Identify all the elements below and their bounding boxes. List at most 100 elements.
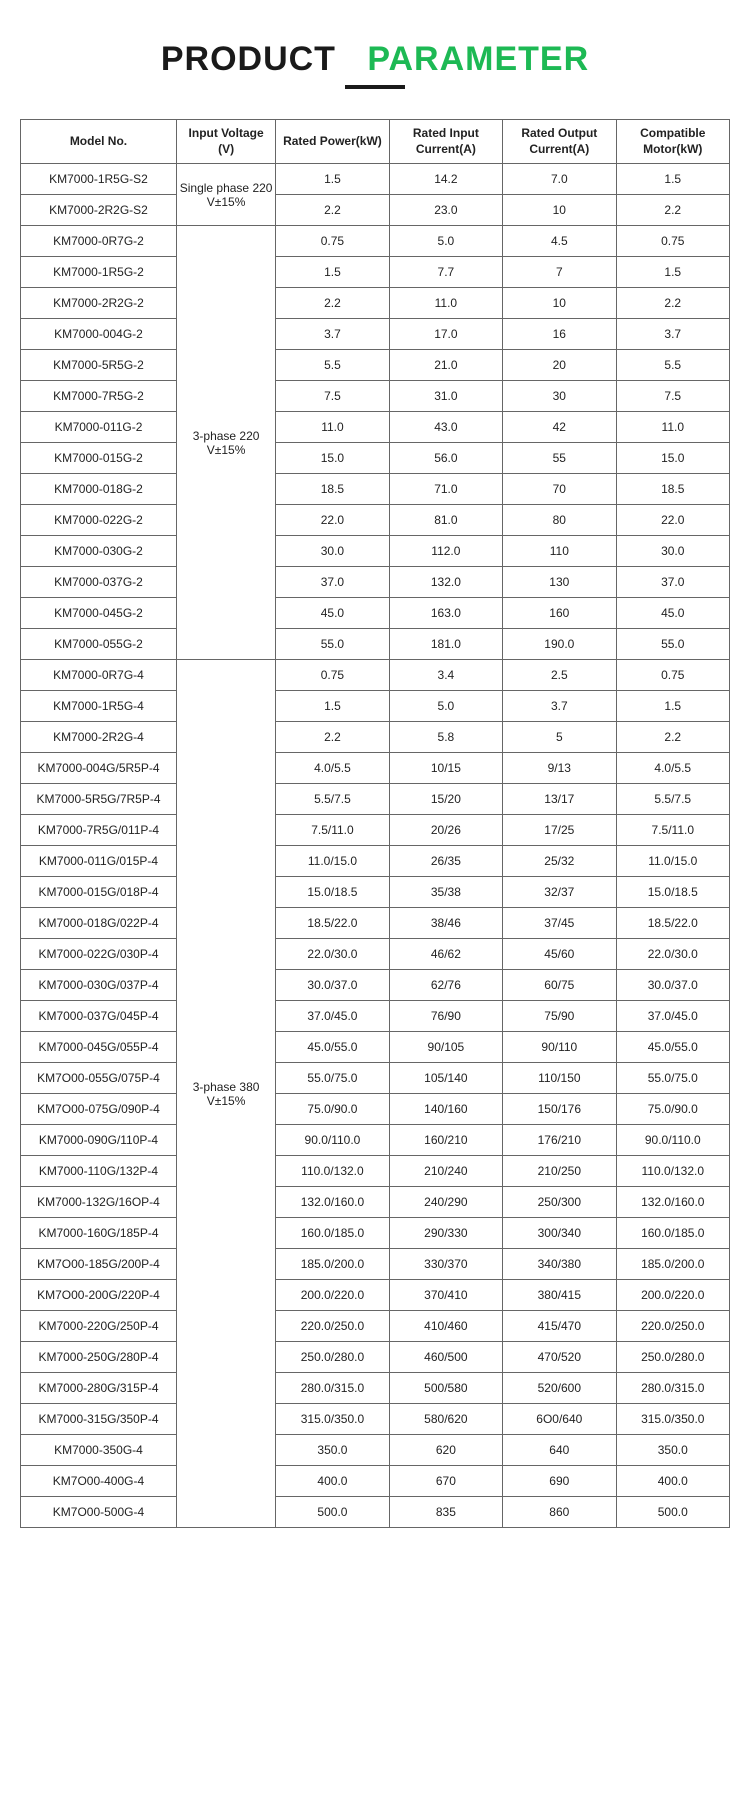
cell-rated-input-current: 35/38 [389,877,502,908]
cell-rated-power: 0.75 [276,226,389,257]
cell-model: KM7000-160G/185P-4 [21,1218,177,1249]
cell-compatible-motor: 315.0/350.0 [616,1404,729,1435]
cell-compatible-motor: 30.0 [616,536,729,567]
cell-model: KM7000-110G/132P-4 [21,1156,177,1187]
table-row: KM7000-037G-237.0132.013037.0 [21,567,730,598]
cell-compatible-motor: 18.5 [616,474,729,505]
cell-rated-power: 132.0/160.0 [276,1187,389,1218]
cell-rated-input-current: 140/160 [389,1094,502,1125]
cell-compatible-motor: 55.0 [616,629,729,660]
cell-rated-input-current: 240/290 [389,1187,502,1218]
cell-compatible-motor: 185.0/200.0 [616,1249,729,1280]
cell-rated-output-current: 520/600 [503,1373,616,1404]
cell-rated-power: 30.0/37.0 [276,970,389,1001]
cell-compatible-motor: 160.0/185.0 [616,1218,729,1249]
cell-model: KM7000-055G-2 [21,629,177,660]
th-rated-output-current: Rated Output Current(A) [503,120,616,164]
cell-rated-output-current: 470/520 [503,1342,616,1373]
cell-model: KM7000-0R7G-2 [21,226,177,257]
table-row: KM7O00-400G-4400.0670690400.0 [21,1466,730,1497]
cell-model: KM7000-004G/5R5P-4 [21,753,177,784]
cell-rated-power: 7.5/11.0 [276,815,389,846]
table-row: KM7000-7R5G-27.531.0307.5 [21,381,730,412]
cell-rated-input-current: 5.0 [389,226,502,257]
cell-rated-input-current: 43.0 [389,412,502,443]
table-row: KM7000-055G-255.0181.0190.055.0 [21,629,730,660]
cell-compatible-motor: 55.0/75.0 [616,1063,729,1094]
cell-compatible-motor: 1.5 [616,691,729,722]
table-row: KM7000-018G/022P-418.5/22.038/4637/4518.… [21,908,730,939]
cell-rated-input-current: 26/35 [389,846,502,877]
cell-model: KM7000-015G/018P-4 [21,877,177,908]
cell-compatible-motor: 37.0 [616,567,729,598]
cell-rated-power: 200.0/220.0 [276,1280,389,1311]
table-row: KM7000-037G/045P-437.0/45.076/9075/9037.… [21,1001,730,1032]
cell-model: KM7000-030G-2 [21,536,177,567]
cell-rated-power: 11.0 [276,412,389,443]
cell-rated-input-current: 31.0 [389,381,502,412]
cell-rated-output-current: 32/37 [503,877,616,908]
cell-rated-power: 1.5 [276,257,389,288]
cell-model: KM7000-022G-2 [21,505,177,536]
cell-rated-input-current: 330/370 [389,1249,502,1280]
cell-compatible-motor: 132.0/160.0 [616,1187,729,1218]
cell-compatible-motor: 4.0/5.5 [616,753,729,784]
cell-rated-output-current: 690 [503,1466,616,1497]
cell-model: KM7000-315G/350P-4 [21,1404,177,1435]
cell-rated-output-current: 60/75 [503,970,616,1001]
cell-rated-input-current: 580/620 [389,1404,502,1435]
cell-compatible-motor: 22.0/30.0 [616,939,729,970]
cell-rated-power: 2.2 [276,288,389,319]
cell-rated-output-current: 860 [503,1497,616,1528]
table-row: KM7O00-200G/220P-4200.0/220.0370/410380/… [21,1280,730,1311]
table-row: KM7000-030G-230.0112.011030.0 [21,536,730,567]
cell-rated-input-current: 181.0 [389,629,502,660]
cell-rated-input-current: 23.0 [389,195,502,226]
table-row: KM7000-004G/5R5P-44.0/5.510/159/134.0/5.… [21,753,730,784]
cell-rated-output-current: 10 [503,195,616,226]
cell-compatible-motor: 22.0 [616,505,729,536]
cell-rated-power: 45.0/55.0 [276,1032,389,1063]
table-row: KM7O00-075G/090P-475.0/90.0140/160150/17… [21,1094,730,1125]
cell-rated-input-current: 62/76 [389,970,502,1001]
cell-compatible-motor: 1.5 [616,164,729,195]
cell-compatible-motor: 400.0 [616,1466,729,1497]
table-row: KM7000-022G/030P-422.0/30.046/6245/6022.… [21,939,730,970]
cell-rated-output-current: 37/45 [503,908,616,939]
cell-model: KM7000-5R5G-2 [21,350,177,381]
cell-rated-output-current: 16 [503,319,616,350]
cell-rated-output-current: 340/380 [503,1249,616,1280]
product-parameter-table: Model No. Input Voltage (V) Rated Power(… [20,119,730,1528]
table-row: KM7000-0R7G-23-phase 220 V±15%0.755.04.5… [21,226,730,257]
cell-model: KM7000-5R5G/7R5P-4 [21,784,177,815]
cell-rated-output-current: 80 [503,505,616,536]
cell-rated-output-current: 42 [503,412,616,443]
cell-rated-input-current: 410/460 [389,1311,502,1342]
cell-rated-input-current: 5.8 [389,722,502,753]
cell-compatible-motor: 90.0/110.0 [616,1125,729,1156]
table-row: KM7000-004G-23.717.0163.7 [21,319,730,350]
page-container: PRODUCT PARAMETER Model No. Input Voltag… [0,0,750,1558]
cell-compatible-motor: 200.0/220.0 [616,1280,729,1311]
cell-rated-output-current: 7 [503,257,616,288]
cell-rated-input-current: 3.4 [389,660,502,691]
cell-model: KM7O00-185G/200P-4 [21,1249,177,1280]
cell-compatible-motor: 1.5 [616,257,729,288]
cell-rated-input-current: 14.2 [389,164,502,195]
table-row: KM7000-015G/018P-415.0/18.535/3832/3715.… [21,877,730,908]
title-underline [345,85,405,89]
cell-model: KM7000-037G-2 [21,567,177,598]
cell-rated-input-current: 670 [389,1466,502,1497]
cell-rated-output-current: 9/13 [503,753,616,784]
cell-model: KM7000-1R5G-S2 [21,164,177,195]
table-row: KM7000-110G/132P-4110.0/132.0210/240210/… [21,1156,730,1187]
cell-rated-power: 22.0/30.0 [276,939,389,970]
cell-rated-output-current: 4.5 [503,226,616,257]
cell-compatible-motor: 75.0/90.0 [616,1094,729,1125]
cell-rated-power: 350.0 [276,1435,389,1466]
title-part-a: PRODUCT [161,40,336,78]
table-row: KM7000-2R2G-S22.223.0102.2 [21,195,730,226]
cell-rated-output-current: 55 [503,443,616,474]
cell-rated-power: 90.0/110.0 [276,1125,389,1156]
cell-compatible-motor: 3.7 [616,319,729,350]
